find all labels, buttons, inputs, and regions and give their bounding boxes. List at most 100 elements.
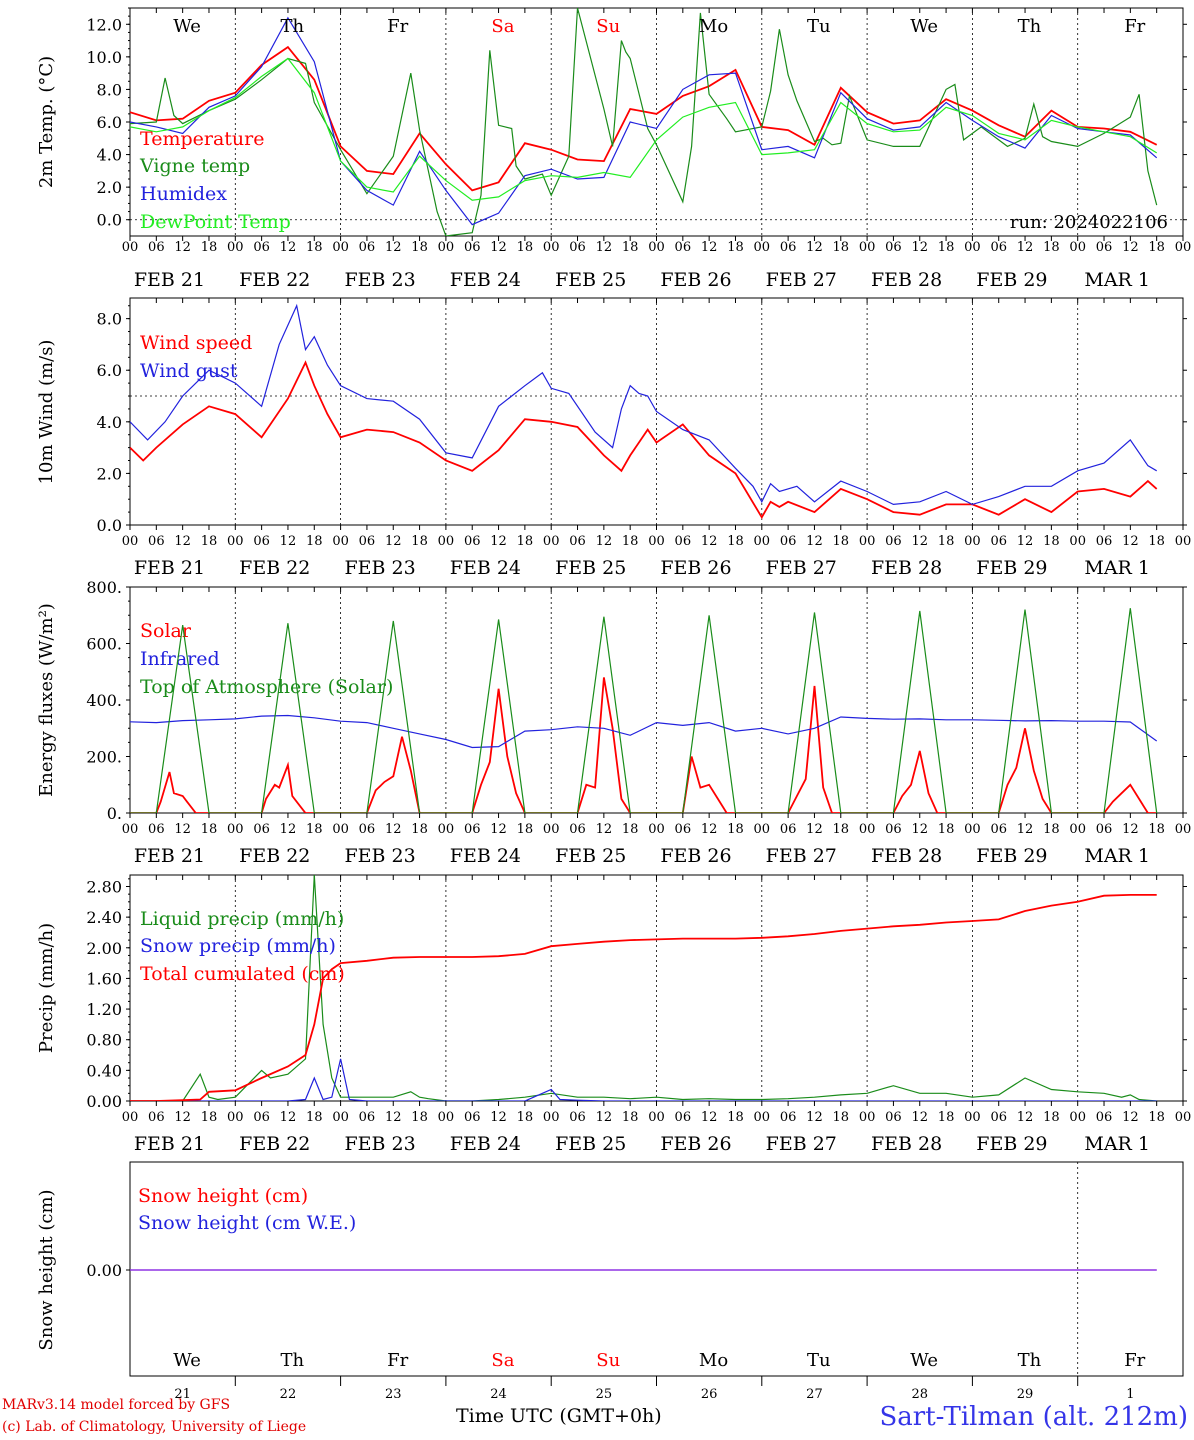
series-line-humidex [130,16,1158,226]
y-tick-label: 0.0 [97,516,122,535]
hour-tick-label: 00 [754,534,771,549]
hour-tick-label: 18 [411,1110,428,1125]
hour-tick-label: 12 [280,1110,297,1125]
hour-tick-label: 12 [701,240,718,255]
hour-tick-label: 18 [517,240,534,255]
hour-tick-label: 06 [569,534,586,549]
hour-tick-label: 00 [859,534,876,549]
y-tick-label: 4.0 [97,413,122,432]
plot-frame [129,586,1184,814]
hour-tick-label: 18 [833,534,850,549]
hour-tick-label: 12 [174,240,191,255]
hour-tick-label: 06 [148,822,165,837]
day-number: 25 [596,1387,613,1402]
hour-tick-label: 18 [1148,1110,1165,1125]
hour-tick-label: 18 [411,822,428,837]
y-tick-label: 10.0 [86,48,122,67]
day-name-top: Fr [387,16,408,37]
hour-tick-label: 06 [675,534,692,549]
legend-entry: Humidex [140,183,227,205]
hour-tick-label: 12 [385,534,402,549]
hour-tick-label: 18 [1148,534,1165,549]
hour-tick-label: 00 [648,1110,665,1125]
hour-tick-label: 06 [1096,822,1113,837]
day-name-bottom: Fr [387,1350,408,1371]
hour-tick-label: 06 [464,240,481,255]
day-name-bottom: We [910,1350,938,1371]
station-name: Sart-Tilman (alt. 212m) [879,1402,1188,1432]
legend-entry: DewPoint Temp [140,211,291,233]
hour-tick-label: 12 [596,240,613,255]
legend-entry: Vigne temp [139,155,250,177]
hour-tick-label: 18 [411,240,428,255]
hour-tick-label: 18 [833,240,850,255]
hour-tick-label: 12 [1122,822,1139,837]
hour-tick-label: 12 [1017,822,1034,837]
hour-tick-label: 00 [227,534,244,549]
series-line-vigne-temp [130,8,1158,236]
date-label: FEB 24 [450,845,521,867]
day-name-bottom: Mo [699,1350,728,1371]
day-name-bottom: We [173,1350,201,1371]
hour-tick-label: 12 [701,1110,718,1125]
day-number: 23 [385,1387,402,1402]
hour-tick-label: 00 [438,1110,455,1125]
day-number: 21 [174,1387,191,1402]
hour-tick-label: 12 [806,822,823,837]
series-line-dewpoint-temp [130,57,1158,201]
hour-tick-label: 06 [675,240,692,255]
hour-tick-label: 00 [648,240,665,255]
hour-tick-label: 12 [1122,534,1139,549]
day-name-top: Mo [699,16,728,37]
day-name-top: Th [1018,16,1042,37]
y-tick-label: 0. [107,804,122,823]
hour-tick-label: 00 [332,822,349,837]
hour-tick-label: 06 [780,822,797,837]
panel-5: 0.00 Snow height (cm) Snow height (cm) Snow… [36,1161,1184,1377]
hour-tick-label: 06 [780,534,797,549]
hour-tick-label: 18 [411,534,428,549]
hour-tick-label: 12 [490,240,507,255]
hour-tick-label: 06 [675,822,692,837]
hour-tick-label: 06 [990,822,1007,837]
hour-tick-label: 06 [885,240,902,255]
date-label: FEB 22 [239,845,310,867]
hour-tick-label: 12 [385,822,402,837]
hour-tick-label: 18 [622,822,639,837]
hour-tick-label: 06 [359,1110,376,1125]
hour-tick-label: 18 [938,1110,955,1125]
y-tick-label: 200. [86,748,122,767]
hour-tick-label: 12 [806,240,823,255]
hour-tick-label: 18 [517,534,534,549]
date-label: FEB 21 [134,1133,205,1155]
hour-tick-label: 06 [464,1110,481,1125]
date-label: FEB 25 [555,1133,626,1155]
hour-tick-label: 12 [596,822,613,837]
series-line-snow-precip-mm-h- [130,1058,1157,1101]
legend-entry: Temperature [140,128,264,150]
day-name-top: We [173,16,201,37]
date-label: FEB 22 [239,269,310,291]
y-tick-label: 4.0 [97,146,122,165]
day-number: 29 [1017,1387,1034,1402]
hour-tick-label: 12 [490,534,507,549]
date-label: FEB 25 [555,269,626,291]
panel-1: 12.010.08.06.04.02.00.000 06 12 18 00 06 12 18 0… [36,7,1191,291]
date-label: FEB 24 [450,1133,521,1155]
date-label: FEB 25 [555,557,626,579]
date-label: FEB 21 [134,269,205,291]
hour-tick-label: 00 [227,240,244,255]
legend-entry: Snow height (cm W.E.) [138,1212,356,1234]
hour-tick-label: 12 [174,822,191,837]
date-label: FEB 27 [766,269,837,291]
y-axis-title: 2m Temp. (°C) [36,56,57,188]
hour-tick-label: 00 [543,534,560,549]
date-label: FEB 24 [450,557,521,579]
hour-tick-label: 12 [911,240,928,255]
hour-tick-label: 00 [122,1110,139,1125]
hour-tick-label: 12 [701,822,718,837]
day-number: 28 [911,1387,928,1402]
hour-tick-label: 12 [596,1110,613,1125]
hour-tick-label: 12 [1122,1110,1139,1125]
